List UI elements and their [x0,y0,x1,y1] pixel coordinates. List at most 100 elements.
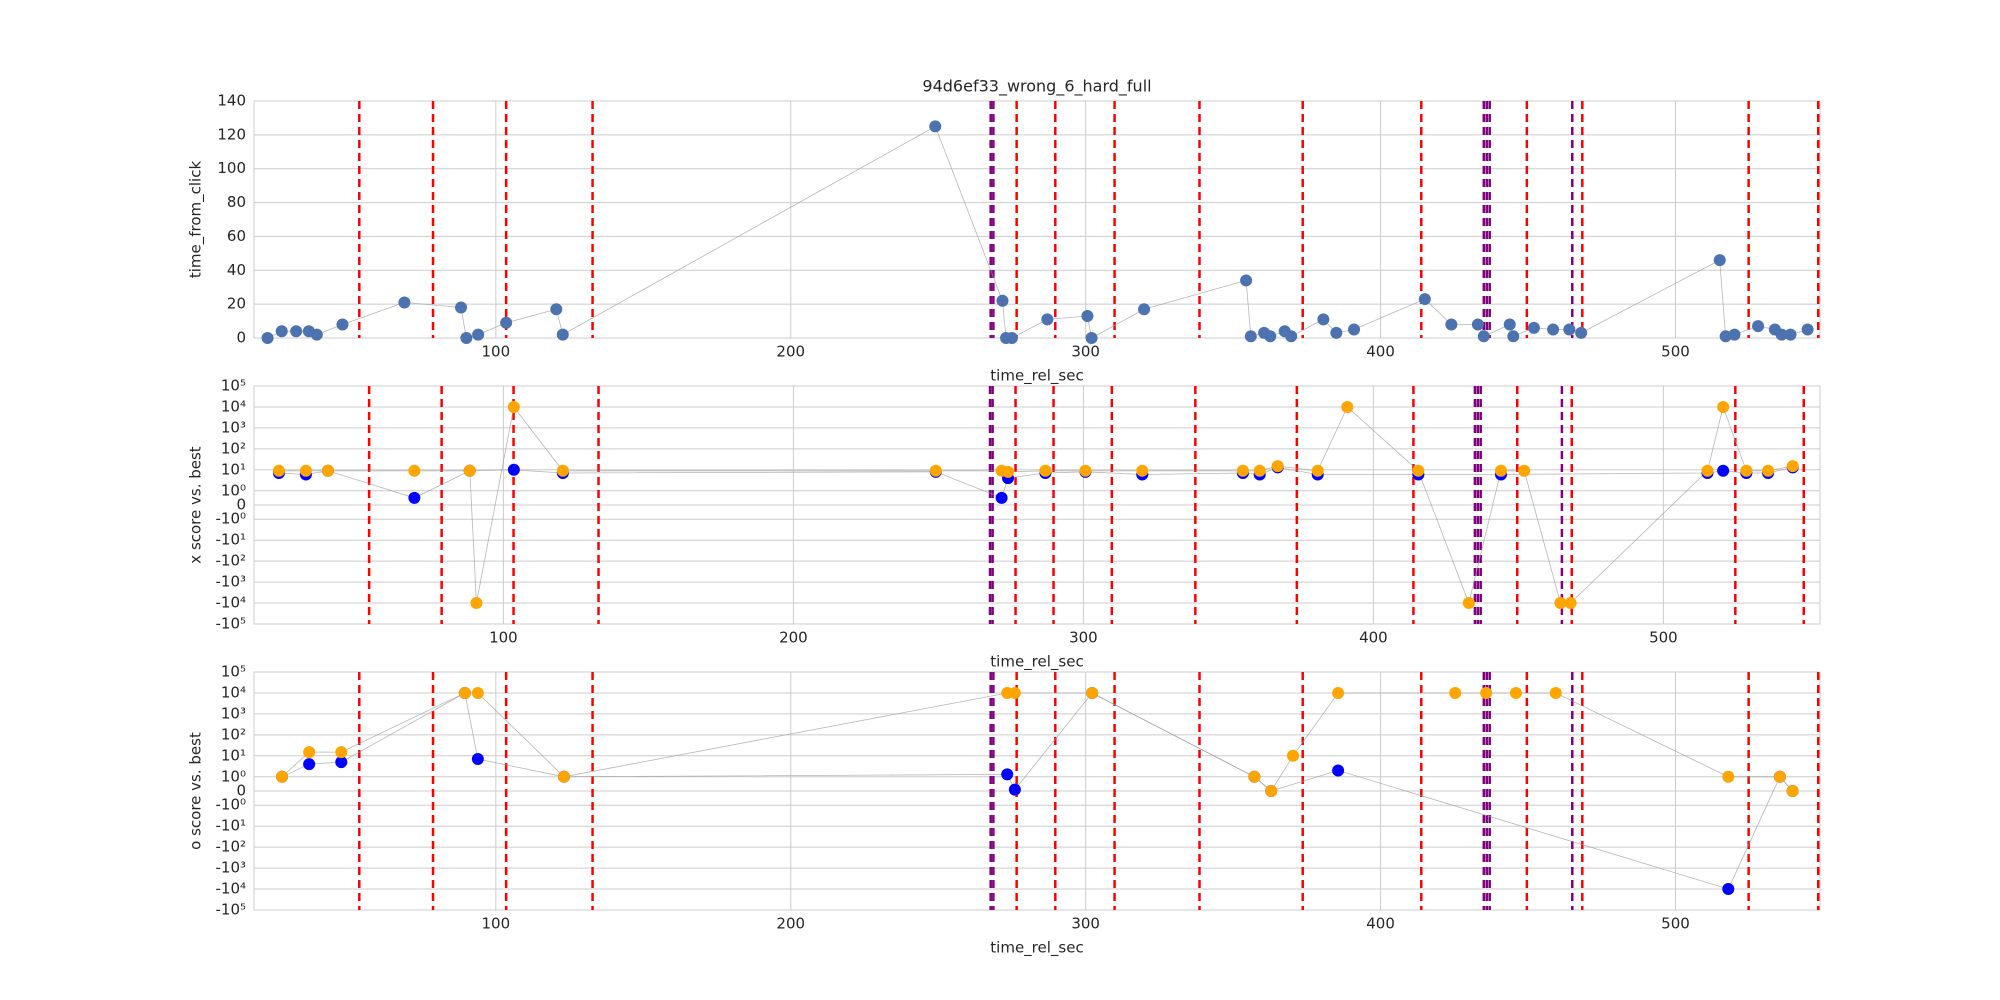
point [1722,883,1735,896]
point [1717,400,1730,413]
point [550,303,563,316]
point [303,746,316,759]
point [1740,464,1753,477]
point [1317,313,1330,326]
point [1138,303,1151,316]
point [1701,464,1714,477]
point [1001,768,1014,781]
y-tick-label: -10² [215,552,246,570]
point [1311,464,1324,477]
subplot: 100 200 300 400 500 0 20 40 60 80 100 120 140 94d6ef3… [187,77,1821,386]
point [1286,749,1299,762]
point [1518,464,1531,477]
point [1330,326,1343,339]
point [1527,321,1540,334]
y-tick-label: -10³ [215,859,246,877]
point [1136,464,1149,477]
point [335,756,348,769]
x-tick-label: 400 [1366,343,1395,361]
x-tick-label: 400 [1366,915,1395,933]
point [1240,274,1253,287]
y-tick-label: -10² [215,838,246,856]
point [1471,318,1484,331]
point [1786,785,1799,797]
subplot: 100 200 300 400 500 -10⁵ -10⁴ -10³ -10² -10¹ -10⁰0… [187,377,1821,672]
point [303,758,316,771]
point [471,753,484,766]
point [470,597,483,610]
point [1786,460,1799,473]
point [1039,464,1052,477]
y-tick-label: -10⁰ [215,796,246,814]
point [1341,400,1354,413]
y-axis-label: time_from_click [187,161,206,279]
y-tick-label: -10⁰ [215,510,246,528]
point [1253,464,1266,477]
y-tick-label: 0 [236,782,246,800]
y-tick-label: 20 [227,295,246,313]
y-tick-label: 10⁵ [221,663,246,681]
point [1547,323,1560,336]
point [1236,464,1249,477]
x-tick-label: 500 [1661,343,1690,361]
point [1563,323,1576,336]
point [1008,686,1021,699]
connector-line [278,405,1793,605]
point [1728,328,1741,341]
point [1244,330,1257,343]
y-axis-label: x score vs. best [187,446,205,564]
y-tick-label: 0 [236,329,246,347]
y-tick-label: 10⁴ [221,683,246,701]
point [1412,464,1425,477]
point [1477,330,1490,343]
x-tick-label: 100 [482,343,511,361]
point [1008,783,1021,796]
point [471,686,484,699]
point [556,464,569,477]
y-tick-label: 10⁰ [221,481,246,499]
chart-title: 94d6ef33_wrong_6_hard_full [922,77,1151,97]
point [275,325,288,338]
y-tick-label: 10⁴ [221,397,246,415]
point [460,332,473,344]
point [1564,597,1577,610]
x-tick-label: 300 [1071,915,1100,933]
point [557,770,570,783]
y-tick-label: 0 [236,496,246,514]
point [321,464,334,477]
y-tick-label: 10³ [221,418,246,436]
point [1079,464,1092,477]
point [455,301,468,314]
point [1418,293,1431,306]
y-tick-label: 10² [221,725,246,743]
y-tick-label: -10¹ [215,531,246,549]
point [1265,785,1278,797]
point [336,318,349,331]
point [556,328,569,341]
point [1332,686,1345,699]
point [1264,330,1277,343]
point [310,328,323,341]
point [996,294,1009,307]
point [1762,464,1775,477]
point [995,491,1008,504]
x-tick-label: 300 [1071,343,1100,361]
point [1784,328,1797,341]
point [1773,770,1786,783]
y-tick-label: 10⁰ [221,767,246,785]
y-tick-label: -10¹ [215,817,246,835]
point [1503,318,1516,331]
point [458,686,471,699]
point [335,746,348,759]
point [408,464,421,477]
point [1507,330,1520,343]
point [500,316,513,329]
point [1445,318,1458,331]
y-tick-label: -10⁵ [215,901,246,919]
x-axis-label: time_rel_sec [990,653,1083,672]
point [507,400,520,413]
point [1554,597,1567,610]
point [1041,313,1054,326]
y-tick-label: 10¹ [221,746,246,764]
